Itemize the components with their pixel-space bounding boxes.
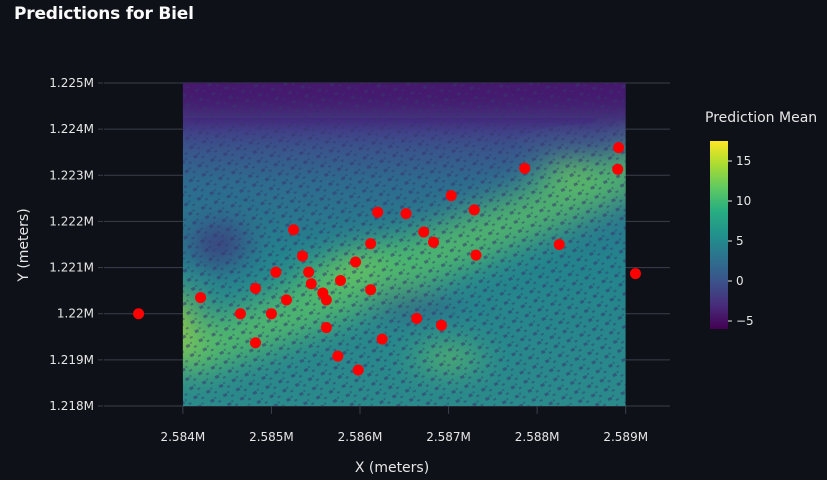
data-point[interactable] [612, 163, 624, 175]
data-point[interactable] [553, 239, 565, 250]
data-point[interactable] [400, 208, 412, 220]
data-point[interactable] [234, 308, 246, 320]
data-point[interactable] [365, 238, 377, 250]
colorbar-gradient [710, 141, 728, 329]
colorbar-tick-label: 5 [736, 234, 744, 248]
y-tick-label: 1.222M [49, 214, 94, 228]
data-point[interactable] [365, 284, 377, 296]
data-point[interactable] [288, 224, 300, 236]
data-point[interactable] [350, 256, 362, 268]
y-tick-label: 1.22M [57, 307, 94, 321]
colorbar-title: Prediction Mean [705, 110, 817, 126]
data-point[interactable] [613, 142, 625, 154]
y-tick-label: 1.225M [49, 76, 94, 90]
data-point[interactable] [133, 308, 145, 320]
data-point[interactable] [352, 364, 364, 376]
y-axis-ticks: 1.218M 1.219M 1.22M 1.221M 1.222M 1.223M 1.224… [49, 76, 103, 413]
x-tick-label: 2.586M [338, 430, 383, 444]
data-point[interactable] [249, 282, 261, 294]
data-point[interactable] [519, 162, 531, 174]
data-point[interactable] [372, 206, 384, 218]
colorbar-tick-label: 15 [736, 154, 751, 168]
y-axis-title: Y (meters) [16, 208, 32, 282]
data-point[interactable] [332, 350, 344, 362]
colorbar: Prediction Mean 15 10 5 0 −5 [705, 110, 817, 329]
x-tick-label: 2.584M [160, 430, 205, 444]
colorbar-ticks: 15 10 5 0 −5 [728, 154, 754, 328]
data-point[interactable] [428, 236, 440, 248]
data-point[interactable] [195, 292, 207, 304]
data-point[interactable] [296, 250, 308, 262]
data-points [133, 142, 641, 376]
y-tick-label: 1.219M [49, 353, 94, 367]
data-point[interactable] [376, 333, 388, 345]
x-tick-label: 2.585M [249, 430, 294, 444]
data-point[interactable] [320, 322, 332, 334]
x-tick-label: 2.589M [603, 430, 648, 444]
data-point[interactable] [629, 268, 641, 280]
y-tick-label: 1.223M [49, 168, 94, 182]
x-tick-label: 2.587M [426, 430, 471, 444]
colorbar-tick-label: 0 [736, 274, 744, 288]
y-tick-label: 1.221M [49, 261, 94, 275]
data-point[interactable] [303, 266, 315, 278]
data-point[interactable] [280, 294, 292, 306]
heatmap-building-texture [182, 83, 626, 406]
data-point[interactable] [335, 274, 347, 286]
data-point[interactable] [320, 294, 332, 306]
x-tick-label: 2.588M [515, 430, 560, 444]
page-title: Predictions for Biel [14, 4, 194, 24]
data-point[interactable] [470, 249, 482, 261]
data-point[interactable] [418, 226, 430, 238]
colorbar-tick-label: −5 [736, 314, 754, 328]
data-point[interactable] [445, 190, 457, 202]
x-axis-title: X (meters) [355, 460, 429, 476]
heatmap [182, 83, 626, 406]
data-point[interactable] [270, 266, 282, 278]
data-point[interactable] [468, 204, 480, 216]
x-axis-ticks: 2.584M 2.585M 2.586M 2.587M 2.588M 2.589M [160, 430, 648, 444]
data-point[interactable] [305, 278, 317, 290]
data-point[interactable] [411, 312, 423, 324]
data-point[interactable] [265, 308, 277, 320]
data-point[interactable] [249, 337, 261, 349]
colorbar-tick-label: 10 [736, 194, 751, 208]
data-point[interactable] [435, 319, 447, 331]
y-tick-label: 1.224M [49, 122, 94, 136]
y-tick-label: 1.218M [49, 399, 94, 413]
